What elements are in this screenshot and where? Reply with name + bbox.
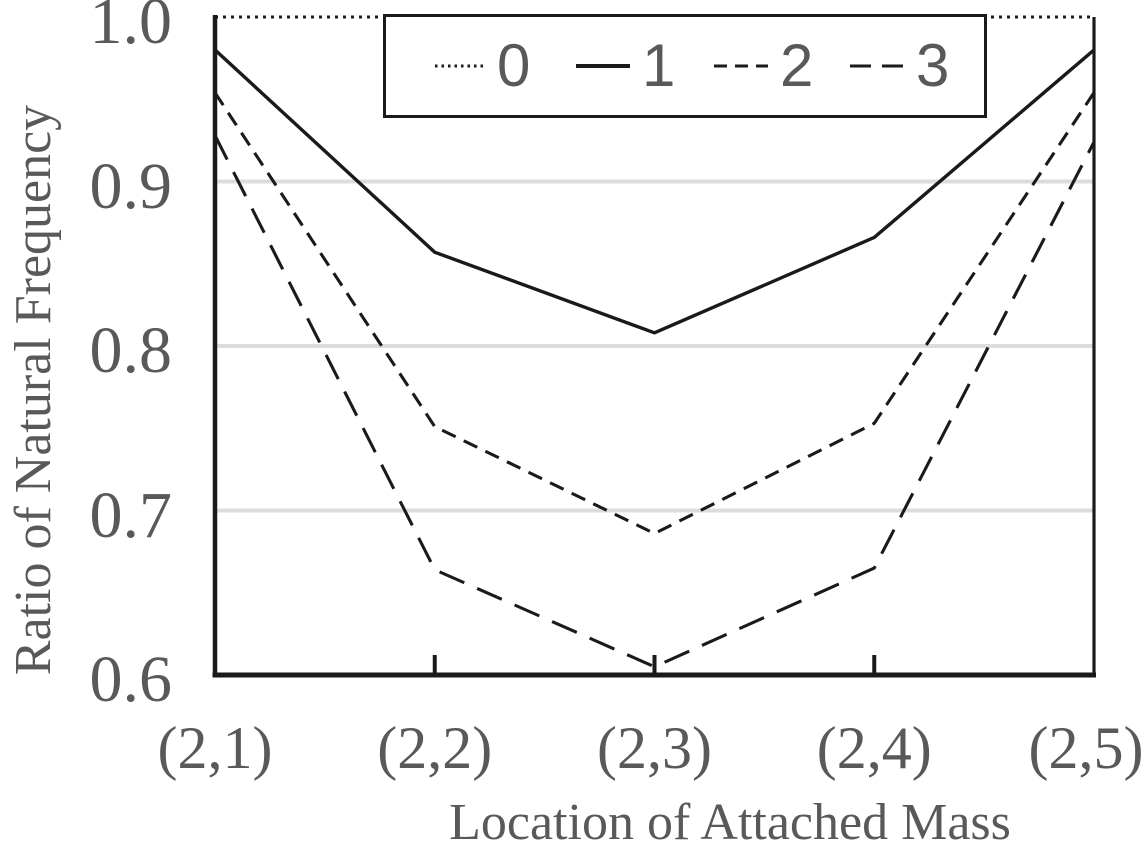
legend-key-line-dashed: [714, 64, 768, 68]
x-tick-label: (2,3): [597, 715, 712, 781]
legend-entry-label: 1: [642, 32, 676, 99]
legend-item-series-1: 1: [575, 17, 675, 115]
legend-entry-label: 0: [497, 32, 531, 99]
series-line-3: [213, 134, 1096, 669]
legend-item-series-3: 3: [849, 17, 949, 115]
legend-key-line-solid: [576, 64, 630, 68]
x-tick-label: (2,2): [377, 715, 493, 781]
legend-key-line-dotted: [435, 64, 485, 68]
legend-entry-label: 2: [780, 32, 814, 99]
series-line-2: [213, 91, 1096, 536]
legend-entry-label: 3: [916, 32, 950, 99]
legend-item-series-2: 2: [713, 17, 813, 115]
series-line-1: [213, 48, 1096, 335]
x-tick-label: (2,1): [157, 715, 273, 781]
x-tick-label: (2,4): [816, 715, 932, 781]
legend-item-series-0: 0: [434, 17, 530, 115]
y-tick-label: 0.6: [89, 643, 173, 716]
x-axis-title: Location of Attached Mass: [449, 794, 1011, 849]
legend: 0 1 2 3: [383, 14, 987, 118]
y-tick-label: 1.0: [89, 0, 173, 58]
y-tick-label: 0.7: [89, 478, 173, 552]
x-tick-label: (2,5): [1028, 715, 1144, 781]
y-tick-label: 0.9: [89, 149, 173, 223]
y-tick-label: 0.8: [89, 314, 173, 387]
legend-key-line-long-dashed: [850, 64, 904, 68]
